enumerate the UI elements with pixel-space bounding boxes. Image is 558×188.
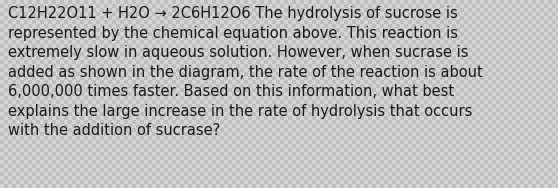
Text: C12H22O11 + H2O → 2C6H12O6 The hydrolysis of sucrose is
represented by the chemi: C12H22O11 + H2O → 2C6H12O6 The hydrolysi… (8, 6, 483, 138)
